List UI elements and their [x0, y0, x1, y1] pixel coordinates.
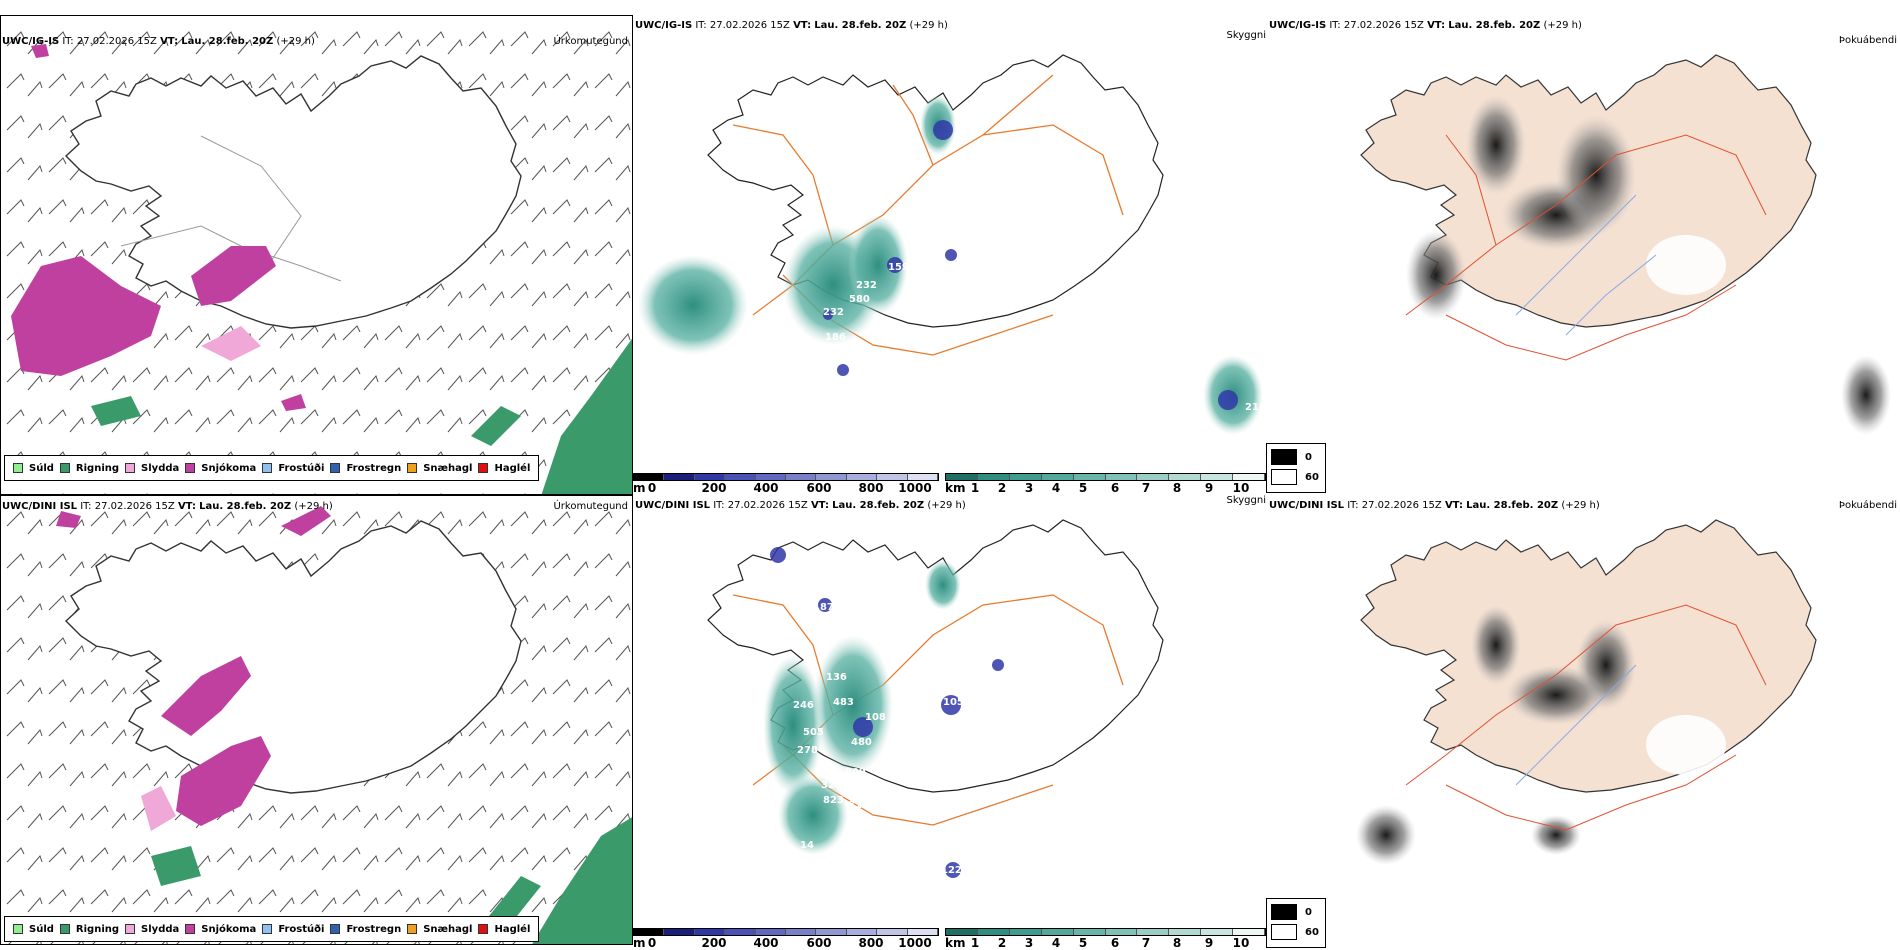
visibility-label: 105 — [943, 697, 964, 708]
legend-swatch-hail — [478, 924, 489, 934]
fog-legend: 0 60 — [1266, 898, 1326, 948]
map-title: UWC/DINI ISL IT: 27.02.2026 15Z VT: Lau.… — [1269, 500, 1600, 511]
legend-swatch-drizzle — [13, 463, 23, 473]
precip-type-map-row1: UWC/IG-IS IT: 27.02.2026 15Z VT: Lau. 28… — [0, 15, 633, 495]
visibility-label: 480 — [851, 737, 872, 748]
visibility-label: 232 — [856, 280, 877, 291]
panel-type-label: Þokuábendi — [1838, 500, 1897, 511]
precip-type-map-canvas — [1, 496, 632, 944]
legend-swatch-freezing-drizzle — [262, 924, 273, 934]
visibility-label: 122 — [941, 865, 962, 876]
cloud-visibility-map-canvas: 159 232 580 232 186 865 798 101 125 302 … — [638, 54, 1266, 435]
cloud-base-colorbar: m 0 200 400 600 800 1000 — [633, 473, 939, 495]
visibility-label: 186 — [825, 332, 846, 343]
fog-indicator-map-canvas — [1360, 54, 1891, 435]
visibility-label: 483 — [833, 697, 854, 708]
visibility-label: 232 — [823, 307, 844, 318]
fog-legend-swatch — [1271, 469, 1297, 485]
precip-legend: Súld Rigning Slydda Snjókoma Frostúði Fr… — [4, 916, 540, 942]
visibility-label: 101 — [805, 377, 826, 388]
visibility-label: 101 — [785, 549, 806, 560]
map-title: UWC/DINI ISL IT: 27.02.2026 15Z VT: Lau.… — [635, 500, 966, 511]
visibility-colorbar: km 1 2 3 4 5 6 7 8 9 10 — [945, 473, 1266, 495]
legend-swatch-snow — [185, 924, 196, 934]
visibility-label: 811 — [848, 800, 869, 811]
legend-swatch-rain — [59, 463, 70, 473]
visibility-label: 136 — [826, 672, 847, 683]
visibility-label: 108 — [865, 712, 886, 723]
visibility-label: 320 — [821, 780, 842, 791]
legend-swatch-freezing-rain — [330, 463, 341, 473]
legend-swatch-snow-pellets — [407, 924, 418, 934]
precip-type-map-row2: UWC/DINI ISL IT: 27.02.2026 15Z VT: Lau.… — [0, 495, 633, 945]
cloud-visibility-map-row2: 101 187 136 483 246 105 108 505 480 278 … — [633, 495, 1266, 950]
legend-swatch-sleet — [125, 924, 136, 934]
legend-swatch-sleet — [125, 463, 136, 473]
visibility-label: 14 — [800, 840, 814, 851]
legend-swatch-snow — [185, 463, 196, 473]
visibility-label: 216 — [1245, 402, 1266, 413]
legend-swatch-hail — [478, 463, 489, 473]
fog-legend-swatch — [1271, 924, 1297, 940]
map-title: UWC/DINI ISL IT: 27.02.2026 15Z VT: Lau.… — [2, 501, 333, 512]
fog-legend-swatch — [1271, 904, 1297, 920]
visibility-label: 580 — [849, 294, 870, 305]
map-title: UWC/IG-IS IT: 27.02.2026 15Z VT: Lau. 28… — [635, 20, 948, 31]
fog-indicator-map-row1: Þokuábendi 0 60 — [1266, 15, 1899, 495]
visibility-label: 159 — [888, 262, 909, 273]
panel-type-label: Skyggni — [1226, 495, 1266, 506]
cloud-visibility-map-row1: 159 232 580 232 186 865 798 101 125 302 … — [633, 15, 1266, 495]
precip-legend: Súld Rigning Slydda Snjókoma Frostúði Fr… — [4, 455, 540, 481]
visibility-label: 187 — [813, 602, 834, 613]
visibility-label: 798 — [813, 357, 834, 368]
cloud-visibility-map-canvas: 101 187 136 483 246 105 108 505 480 278 … — [707, 519, 1164, 878]
fog-indicator-map-canvas — [1356, 519, 1817, 865]
visibility-label: 823 — [823, 795, 844, 806]
visibility-label: 505 — [803, 727, 824, 738]
cloud-base-colorbar: m 0 200 400 600 800 1000 — [633, 928, 939, 950]
map-title: UWC/IG-IS IT: 27.02.2026 15Z VT: Lau. 28… — [2, 36, 315, 47]
visibility-label: 302 — [719, 375, 740, 386]
visibility-label: 278 — [797, 745, 818, 756]
visibility-label: 246 — [793, 700, 814, 711]
legend-swatch-snow-pellets — [407, 463, 418, 473]
legend-swatch-freezing-drizzle — [262, 463, 273, 473]
panel-type-label: Úrkomutegund — [553, 36, 628, 47]
panel-type-label: Þokuábendi — [1838, 35, 1897, 46]
legend-swatch-rain — [59, 924, 70, 934]
fog-legend: 0 60 — [1266, 443, 1326, 493]
legend-swatch-drizzle — [13, 924, 23, 934]
legend-swatch-freezing-rain — [330, 924, 341, 934]
visibility-label: 809 — [845, 767, 866, 778]
map-title: UWC/IG-IS IT: 27.02.2026 15Z VT: Lau. 28… — [1269, 20, 1582, 31]
visibility-label: 125 — [763, 369, 784, 380]
panel-type-label: Úrkomutegund — [553, 501, 628, 512]
fog-indicator-map-row2: Þokuábendi 0 60 — [1266, 495, 1899, 950]
visibility-label: 865 — [809, 344, 830, 355]
fog-legend-swatch — [1271, 449, 1297, 465]
visibility-colorbar: km 1 2 3 4 5 6 7 8 9 10 — [945, 928, 1266, 950]
panel-type-label: Skyggni — [1226, 30, 1266, 41]
precip-type-map-canvas — [1, 16, 632, 494]
